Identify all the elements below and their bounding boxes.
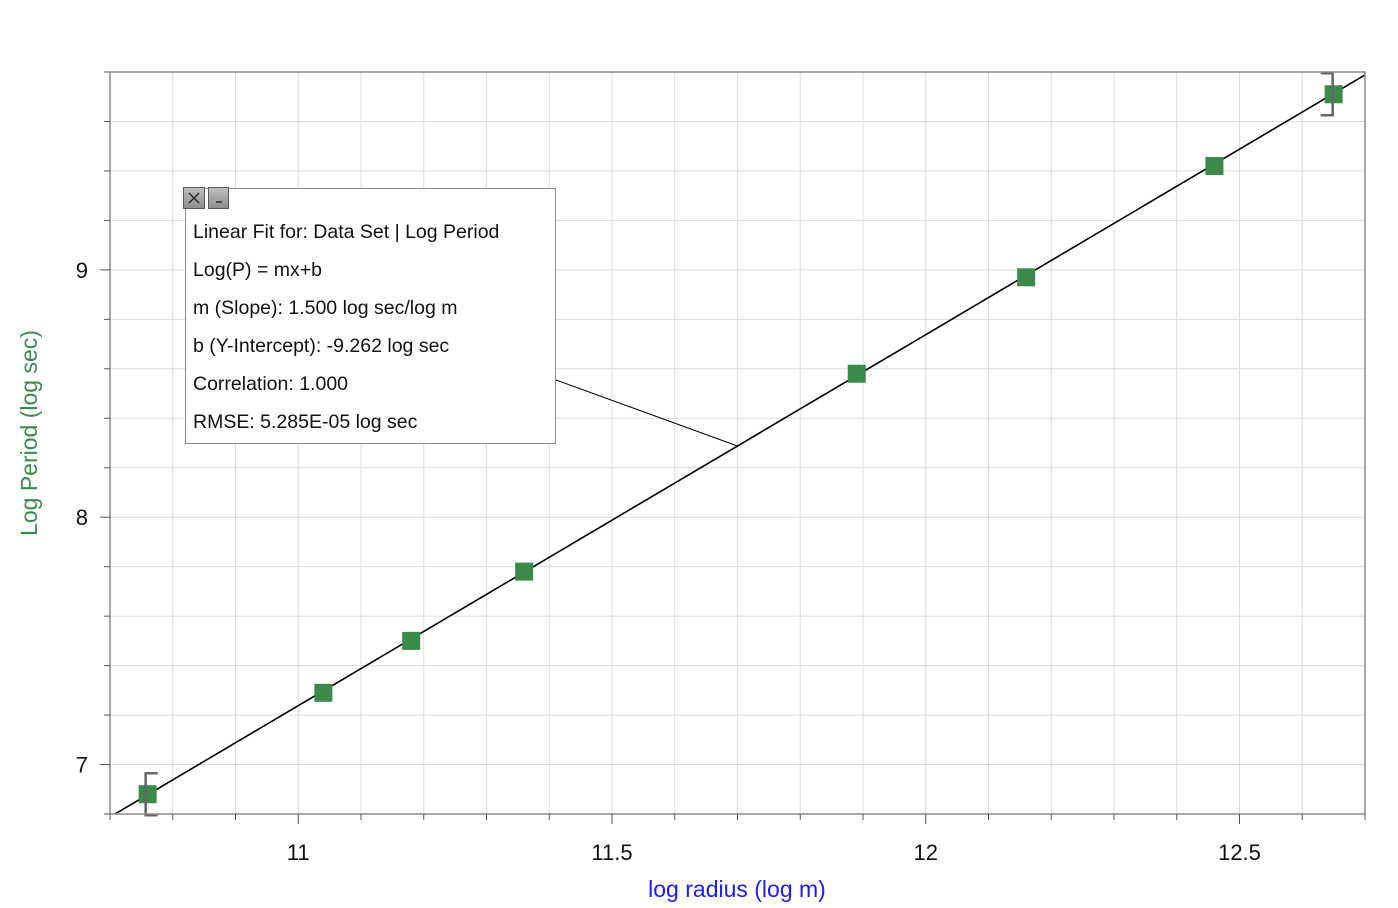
data-point <box>847 364 866 383</box>
fit-title: Linear Fit for: Data Set | Log Period <box>193 221 500 243</box>
y-tick-label: 7 <box>76 753 88 778</box>
y-tick-label: 9 <box>76 258 88 283</box>
data-point <box>314 683 333 702</box>
data-point <box>1205 156 1224 175</box>
axis-ticks <box>100 71 1366 824</box>
fit-equation: Log(P) = mx+b <box>193 259 322 281</box>
minimize-icon <box>215 201 222 203</box>
y-tick-label: 8 <box>76 505 88 530</box>
fit-leader-line <box>555 379 738 447</box>
fit-minimize-button[interactable] <box>208 187 229 209</box>
x-tick-label: 12.5 <box>1218 840 1261 865</box>
range-start-bracket <box>144 771 158 817</box>
tick-labels: 11 11.5 12 12.5 7 8 9 <box>76 258 1261 865</box>
x-tick-label: 11 <box>287 840 310 865</box>
data-points <box>138 85 1343 804</box>
fit-rmse: RMSE: 5.285E-05 log sec <box>193 411 418 433</box>
close-icon <box>188 192 200 204</box>
fit-close-button[interactable] <box>183 187 205 209</box>
range-end-bracket <box>1320 72 1334 117</box>
fit-correlation: Correlation: 1.000 <box>193 373 349 395</box>
y-axis-title: Log Period (log sec) <box>16 330 42 536</box>
x-axis-title: log radius (log m) <box>648 876 826 902</box>
data-point <box>402 631 421 650</box>
fit-intercept: b (Y-Intercept): -9.262 log sec <box>193 335 450 357</box>
data-point <box>1017 268 1036 287</box>
data-point <box>138 785 157 804</box>
range-brackets[interactable] <box>144 72 1334 817</box>
linear-fit-box[interactable]: Linear Fit for: Data Set | Log Period Lo… <box>183 187 556 447</box>
x-tick-label: 12 <box>914 840 938 865</box>
data-point <box>515 562 534 581</box>
fit-slope: m (Slope): 1.500 log sec/log m <box>193 297 458 319</box>
x-tick-label: 11.5 <box>591 840 632 865</box>
fit-leader-segment <box>555 379 738 447</box>
fit-text: Linear Fit for: Data Set | Log Period Lo… <box>193 219 499 447</box>
